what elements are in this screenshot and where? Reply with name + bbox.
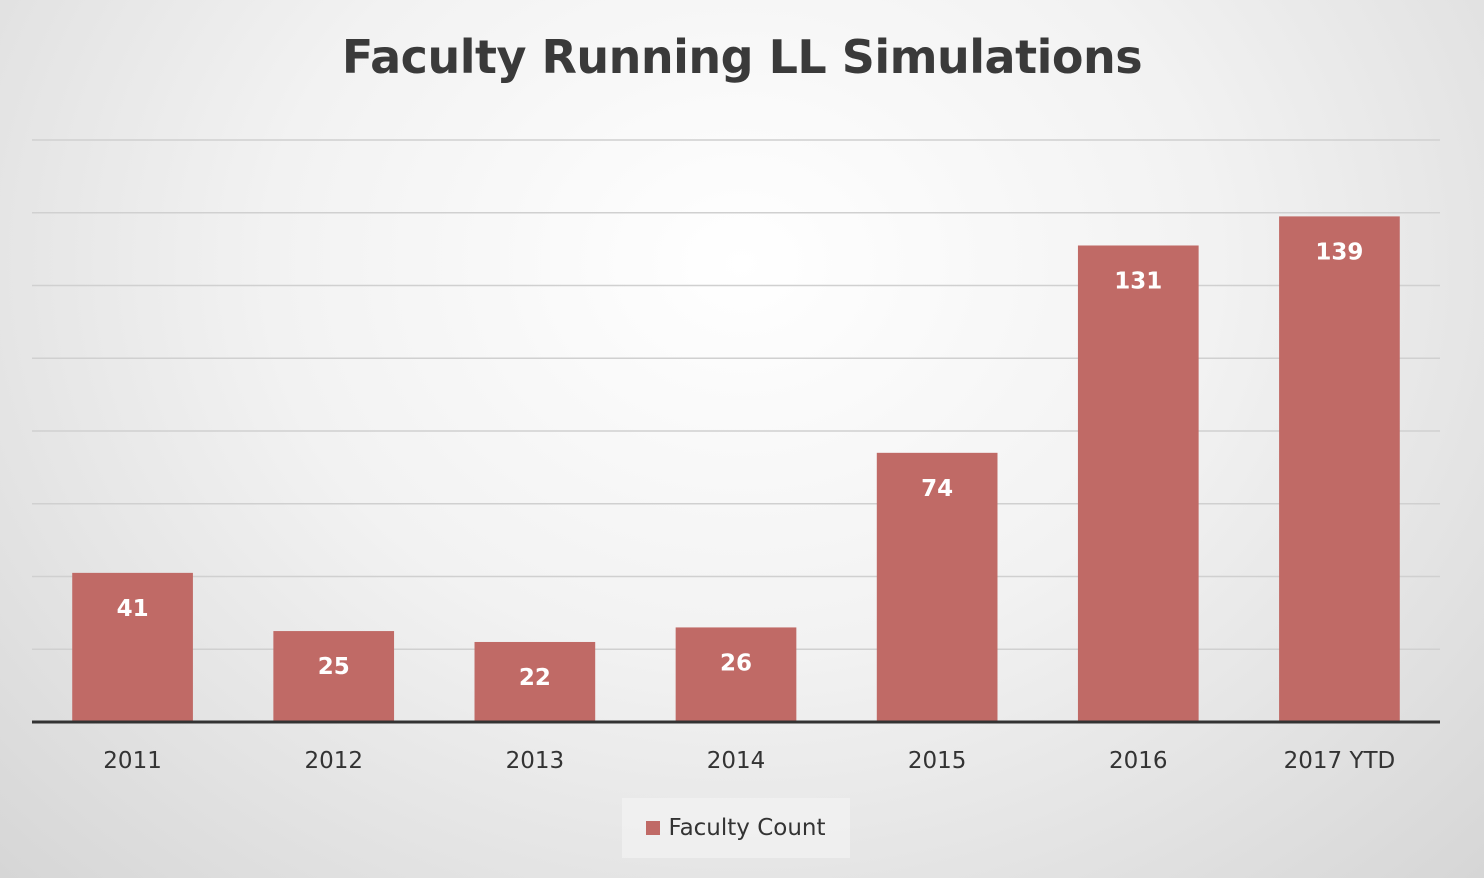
x-tick-label: 2011 xyxy=(103,748,162,774)
x-tick-label: 2017 YTD xyxy=(1284,748,1396,774)
legend: Faculty Count xyxy=(622,798,850,858)
bar xyxy=(1279,216,1400,722)
bar xyxy=(675,627,797,722)
gridlines xyxy=(32,139,1440,650)
data-label: 131 xyxy=(1114,268,1162,294)
x-tick-label: 2015 xyxy=(908,748,967,774)
chart-title: Faculty Running LL Simulations xyxy=(341,30,1143,84)
legend-label-faculty-count: Faculty Count xyxy=(668,815,826,841)
x-tick-label: 2013 xyxy=(506,748,565,774)
bar xyxy=(876,452,998,722)
data-labels: 41 25 22 26 74 131 139 xyxy=(117,239,1364,691)
bars xyxy=(72,216,1400,723)
data-label: 25 xyxy=(318,654,350,680)
data-label: 41 xyxy=(117,596,149,622)
data-label: 139 xyxy=(1315,239,1363,265)
x-tick-label: 2014 xyxy=(707,748,766,774)
legend-swatch-faculty-count xyxy=(646,821,661,835)
x-tick-labels: 2011 2012 2013 2014 2015 2016 2017 YTD xyxy=(103,748,1395,774)
data-label: 26 xyxy=(720,650,752,676)
data-label: 22 xyxy=(519,665,551,691)
bar xyxy=(1077,245,1199,723)
x-tick-label: 2012 xyxy=(304,748,363,774)
bar xyxy=(474,641,596,722)
x-tick-label: 2016 xyxy=(1109,748,1168,774)
bar xyxy=(273,631,395,722)
data-label: 74 xyxy=(921,476,953,502)
bar xyxy=(72,572,193,722)
